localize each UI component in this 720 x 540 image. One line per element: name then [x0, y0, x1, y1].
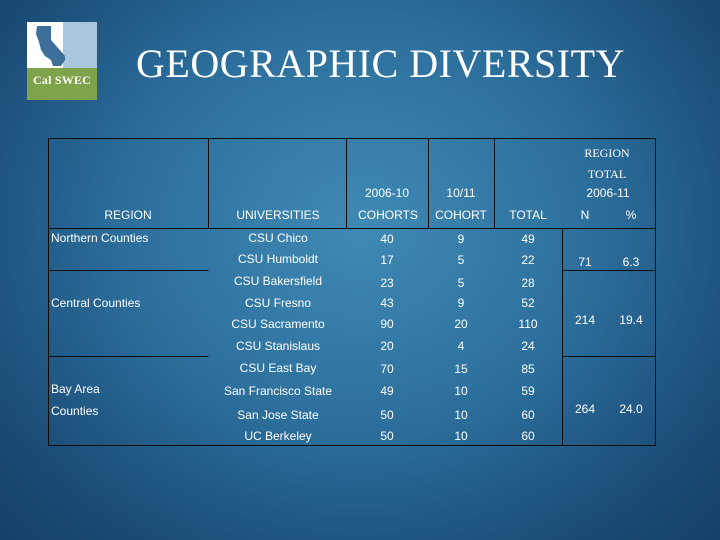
logo-band	[27, 68, 97, 100]
cohort-value: 10	[454, 408, 468, 422]
header-cohort: COHORT	[435, 208, 487, 222]
california-state-icon	[36, 26, 65, 66]
region-northern-n: 71	[578, 255, 592, 269]
total-value: 52	[521, 296, 535, 310]
total-value: 24	[521, 339, 535, 353]
region-central: Central Counties	[51, 296, 141, 310]
region-bay-area-line2: Counties	[51, 404, 99, 418]
cohorts-value: 50	[380, 429, 394, 443]
cohorts-value: 40	[380, 232, 394, 246]
header-cohorts: COHORTS	[358, 208, 418, 222]
region-northern: Northern Counties	[51, 231, 149, 245]
region-central-n: 214	[574, 313, 596, 327]
cohorts-value: 43	[380, 296, 394, 310]
university-name: CSU Humboldt	[237, 252, 319, 266]
cohorts-value: 90	[380, 317, 394, 331]
header-year-10-11: 10/11	[446, 186, 476, 200]
cohorts-value: 17	[380, 253, 394, 267]
region-bay-area-line1: Bay Area	[51, 382, 100, 396]
cohort-value: 9	[457, 232, 465, 246]
header-total: TOTAL	[509, 208, 547, 222]
total-value: 22	[521, 253, 535, 267]
cohorts-value: 23	[380, 276, 394, 290]
university-name: CSU Stanislaus	[235, 339, 321, 353]
calswec-logo: Cal SWEC	[27, 22, 97, 100]
total-value: 60	[521, 408, 535, 422]
header-year-2006-11: 2006-11	[586, 186, 630, 200]
header-region: REGION	[104, 208, 152, 222]
region-central-pct: 19.4	[619, 313, 643, 327]
header-region-total-line2: TOTAL	[587, 167, 627, 181]
region-bay-pct: 24.0	[619, 402, 643, 416]
university-name: CSU Fresno	[244, 296, 312, 310]
total-value: 59	[521, 384, 535, 398]
logo-text: Cal SWEC	[33, 73, 91, 87]
university-name: CSU East Bay	[239, 361, 317, 375]
university-name: San Francisco State	[223, 384, 333, 398]
cohort-value: 10	[454, 429, 468, 443]
university-name: CSU Chico	[248, 231, 308, 245]
header-region-total-line1: REGION	[584, 146, 630, 160]
region-bay-n: 264	[574, 402, 596, 416]
university-name: CSU Sacramento	[231, 317, 325, 331]
total-value: 60	[521, 429, 535, 443]
region-northern-pct: 6.3	[622, 255, 640, 269]
total-value: 28	[521, 276, 535, 290]
cohort-value: 4	[457, 339, 465, 353]
total-value: 85	[521, 362, 535, 376]
total-value: 49	[521, 232, 535, 246]
header-universities: UNIVERSITIES	[236, 208, 320, 222]
cohort-value: 20	[454, 317, 468, 331]
logo-panel	[63, 22, 97, 68]
university-name: CSU Bakersfield	[233, 274, 323, 288]
cohort-value: 15	[454, 362, 468, 376]
university-name: UC Berkeley	[244, 429, 312, 443]
page-title: GEOGRAPHIC DIVERSITY	[136, 41, 625, 86]
header-n: N	[580, 208, 590, 222]
cohort-value: 5	[457, 276, 465, 290]
header-year-2006-10: 2006-10	[364, 186, 410, 200]
cohorts-value: 70	[380, 362, 394, 376]
cohorts-value: 50	[380, 408, 394, 422]
cohort-value: 9	[457, 296, 465, 310]
header-pct: %	[625, 208, 637, 222]
cohort-value: 10	[454, 384, 468, 398]
cohort-value: 5	[457, 253, 465, 267]
cohorts-value: 49	[380, 384, 394, 398]
cohorts-value: 20	[380, 339, 394, 353]
total-value: 110	[518, 317, 538, 331]
university-name: San Jose State	[237, 408, 319, 422]
